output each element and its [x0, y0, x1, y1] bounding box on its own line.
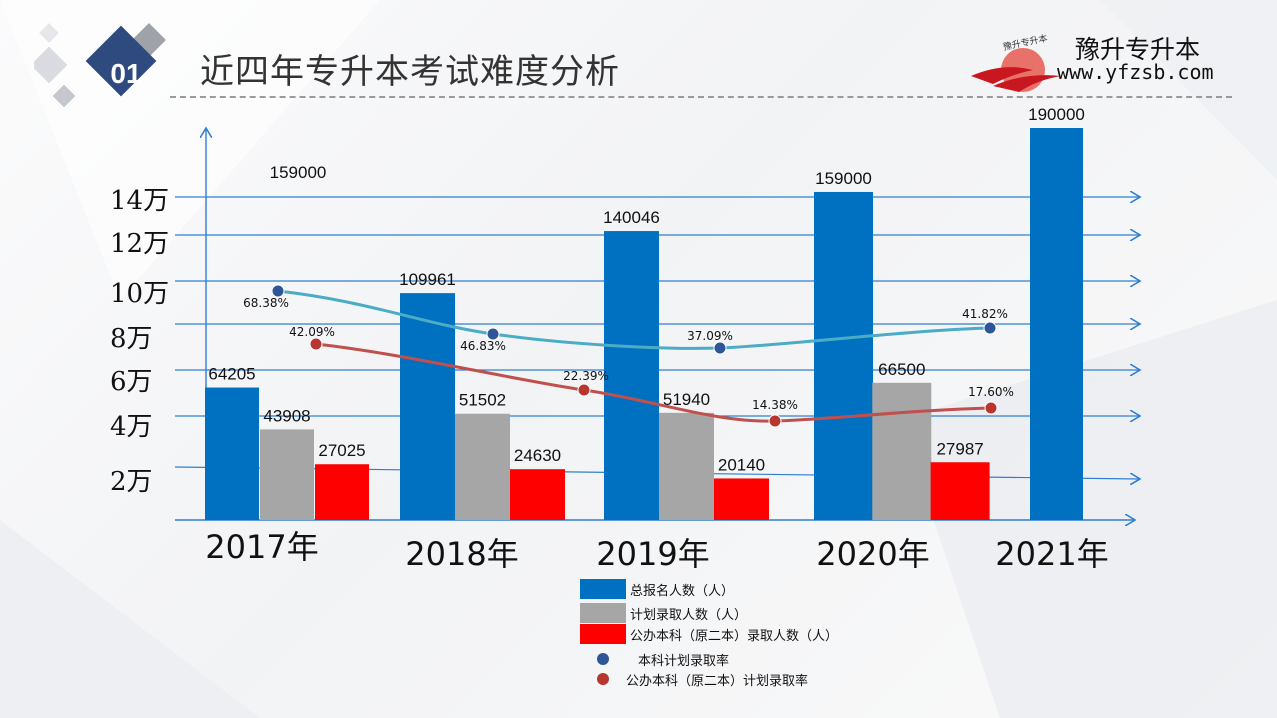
bar-value-label: 27025 — [318, 441, 365, 460]
line-point — [768, 414, 782, 428]
section-number: 01 — [110, 58, 142, 89]
legend-marker-rate — [597, 653, 609, 665]
legend-label-plan: 计划录取人数（人） — [630, 607, 748, 623]
page-title: 近四年专升本考试难度分析 — [200, 52, 620, 92]
bar-value-label: 109961 — [399, 270, 456, 289]
bar-public — [930, 462, 990, 520]
bar-plan — [659, 412, 714, 520]
category-label: 2021年 — [995, 535, 1108, 573]
bar-value-label: 159000 — [815, 169, 872, 188]
category-label: 2019年 — [596, 535, 709, 573]
rate-label: 42.09% — [289, 325, 335, 339]
bar-value-label: 24630 — [514, 446, 561, 465]
bar-value-label: 51940 — [663, 390, 710, 409]
legend-item-total: 总报名人数（人） — [580, 578, 734, 600]
annotation-label: 159000 — [270, 163, 327, 182]
y-tick-label: 6万 — [110, 367, 153, 397]
series-line — [277, 289, 991, 350]
y-tick-label: 10万 — [110, 279, 169, 309]
bar-value-label: 20140 — [718, 455, 765, 474]
line-point — [309, 337, 323, 351]
bar-total — [604, 231, 659, 520]
rate-label: 17.60% — [968, 385, 1014, 399]
legend-label-total: 总报名人数（人） — [630, 583, 735, 599]
y-tick-label: 2万 — [110, 467, 153, 497]
bar-total — [400, 293, 455, 520]
category-label: 2020年 — [816, 535, 929, 573]
rate-label: 14.38% — [752, 398, 798, 412]
legend-label-public-rate: 公办本科（原二本）计划录取率 — [626, 673, 809, 689]
bar-total — [205, 387, 259, 520]
legend-item-rate: 本科计划录取率 — [580, 648, 729, 670]
line-point — [271, 284, 285, 298]
bar-public — [315, 464, 369, 520]
bar-total — [1030, 128, 1083, 520]
logo-emblem-icon: 豫升专升本 — [971, 32, 1061, 92]
legend-swatch-total — [580, 579, 626, 599]
bar-value-label: 51502 — [459, 391, 506, 410]
brand-url: www.yfzsb.com — [1057, 60, 1214, 84]
legend-item-public-rate: 公办本科（原二本）计划录取率 — [580, 668, 808, 690]
y-tick-label: 12万 — [110, 229, 169, 259]
bar-value-label: 140046 — [603, 208, 660, 227]
y-tick-label: 8万 — [110, 324, 153, 354]
brand-logo: 豫升专升本 — [963, 24, 1243, 94]
category-label: 2018年 — [405, 535, 518, 573]
bar-total — [814, 191, 873, 521]
legend-label-public: 公办本科（原二本）录取人数（人） — [630, 628, 839, 644]
rate-label: 22.39% — [563, 369, 609, 383]
y-tick-label: 14万 — [110, 186, 169, 216]
bar-public — [714, 478, 769, 520]
section-badge: 01 — [34, 22, 166, 112]
line-point — [983, 321, 997, 335]
rate-label: 46.83% — [460, 339, 506, 353]
bar-plan — [260, 429, 314, 520]
bar-value-label: 27987 — [936, 439, 983, 458]
legend-swatch-public — [580, 624, 626, 644]
series-line — [315, 342, 992, 423]
line-point — [984, 401, 998, 415]
rate-label: 41.82% — [962, 307, 1008, 321]
y-tick-label: 4万 — [110, 412, 153, 442]
category-label: 2017年 — [205, 528, 318, 566]
bar-public — [510, 469, 565, 520]
rate-label: 37.09% — [687, 329, 733, 343]
rate-label: 68.38% — [243, 296, 289, 310]
legend-label-rate: 本科计划录取率 — [638, 653, 730, 669]
legend-marker-public-rate — [597, 673, 609, 685]
line-point — [713, 341, 727, 355]
bar-plan — [872, 382, 932, 520]
line-point — [577, 383, 591, 397]
bar-value-label: 190000 — [1028, 105, 1085, 124]
bar-value-label: 43908 — [263, 406, 310, 425]
bar-value-label: 64205 — [208, 365, 255, 384]
legend-item-public: 公办本科（原二本）录取人数（人） — [580, 623, 838, 645]
line-point — [486, 327, 500, 341]
title-divider — [170, 96, 1232, 98]
legend-item-plan: 计划录取人数（人） — [580, 602, 747, 624]
bar-value-label: 66500 — [878, 360, 925, 379]
bar-plan — [455, 413, 510, 520]
legend-swatch-plan — [580, 603, 626, 623]
brand-name: 豫升专升本 — [1075, 35, 1201, 64]
